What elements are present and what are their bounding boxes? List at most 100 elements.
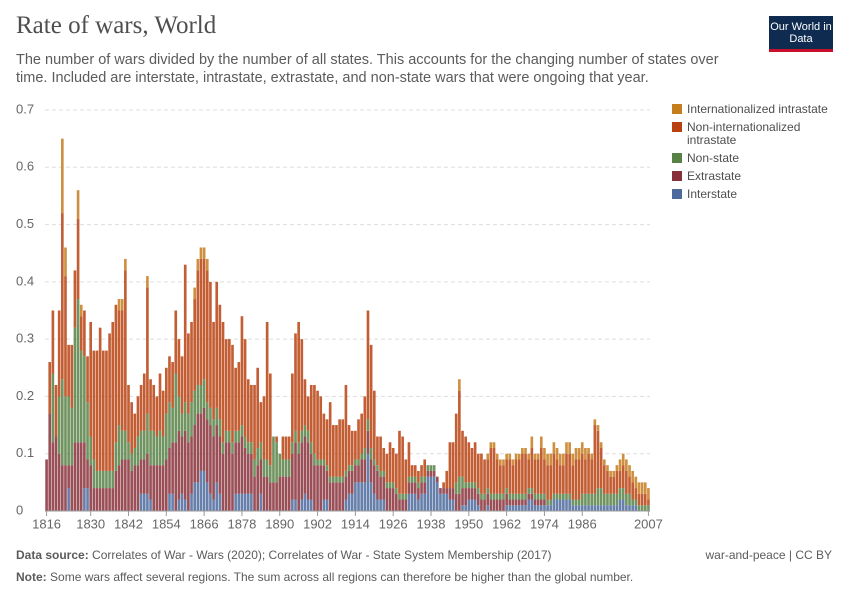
bar-segment — [552, 442, 556, 454]
bar-segment — [527, 459, 531, 489]
bar-segment — [139, 459, 143, 494]
bar-segment — [615, 470, 619, 494]
bar-segment — [70, 465, 74, 511]
bar-segment — [303, 379, 307, 426]
bar-segment — [120, 299, 124, 311]
bar-segment — [350, 430, 354, 466]
bar-segment — [331, 482, 335, 511]
bar-segment — [558, 493, 562, 500]
bar-segment — [133, 447, 137, 466]
logo[interactable]: Our World in Data — [769, 16, 833, 52]
bar-segment — [536, 459, 540, 494]
bar-segment — [146, 276, 149, 288]
bar-segment — [580, 505, 584, 511]
bar-segment — [130, 470, 133, 511]
legend-item[interactable]: Extrastate — [672, 170, 842, 183]
bar-segment — [347, 470, 351, 494]
bar-segment — [599, 447, 603, 489]
bar-segment — [609, 476, 612, 494]
bar-segment — [250, 384, 253, 443]
bar-segment — [565, 442, 568, 454]
bar-segment — [543, 447, 546, 460]
bar-segment — [480, 453, 483, 494]
bar-segment — [190, 436, 193, 494]
bar-segment — [139, 384, 143, 431]
bar-segment — [297, 321, 300, 443]
bar-segment — [98, 488, 102, 511]
bar-segment — [647, 499, 650, 506]
bar-segment — [297, 442, 300, 454]
x-tick-label: 1986 — [568, 516, 597, 531]
bar-segment — [546, 499, 549, 506]
bar-segment — [476, 505, 480, 511]
bar-segment — [161, 465, 165, 511]
bar-segment — [221, 321, 225, 443]
bar-segment — [508, 459, 512, 494]
source: Data source: Correlates of War - Wars (2… — [16, 548, 552, 562]
bar-segment — [215, 482, 219, 511]
bar-segment — [180, 413, 184, 437]
bar-segment — [467, 488, 471, 500]
bar-segment — [413, 476, 417, 483]
bar-segment — [442, 482, 445, 489]
bar-segment — [228, 339, 231, 431]
bar-segment — [505, 453, 508, 460]
bar-segment — [54, 436, 58, 511]
bar-segment — [489, 499, 493, 511]
bar-segment — [476, 453, 480, 489]
bar-segment — [407, 493, 411, 511]
bar-segment — [517, 459, 521, 494]
bar-segment — [492, 442, 496, 448]
bar-segment — [284, 459, 288, 477]
bar-segment — [344, 499, 348, 511]
bar-segment — [536, 505, 540, 511]
bar-segment — [319, 459, 323, 466]
legend-item[interactable]: Interstate — [672, 188, 842, 201]
bar-segment — [335, 476, 338, 483]
bar-segment — [338, 476, 341, 483]
bar-segment — [313, 453, 316, 466]
bar-segment — [558, 465, 562, 494]
bar-segment — [335, 482, 338, 511]
bar-segment — [533, 505, 537, 511]
bar-segment — [130, 402, 133, 454]
bar-segment — [161, 436, 165, 466]
y-tick-label: 0.7 — [16, 101, 34, 116]
license[interactable]: war-and-peace | CC BY — [705, 548, 832, 562]
bar-segment — [612, 470, 616, 477]
bar-segment — [363, 447, 367, 460]
bar-segment — [555, 499, 559, 511]
bar-segment — [552, 453, 556, 494]
bar-segment — [382, 499, 386, 511]
bar-segment — [511, 505, 515, 511]
bar-segment — [590, 459, 594, 494]
bar-segment — [530, 493, 534, 500]
legend-item[interactable]: Non-state — [672, 152, 842, 165]
bar-segment — [395, 493, 398, 511]
legend-item[interactable]: Non-internationalized intrastate — [672, 121, 842, 147]
bar-segment — [470, 447, 474, 483]
legend-swatch — [672, 122, 682, 132]
bar-segment — [643, 505, 647, 511]
bar-segment — [536, 493, 540, 500]
bar-segment — [246, 493, 250, 511]
bar-segment — [338, 419, 341, 477]
bar-segment — [92, 350, 96, 460]
bar-segment — [382, 470, 386, 477]
bar-segment — [45, 459, 48, 511]
legend-item[interactable]: Internationalized intrastate — [672, 103, 842, 116]
bar-segment — [101, 470, 105, 489]
bar-segment — [193, 425, 196, 483]
bar-segment — [205, 402, 209, 420]
bar-segment — [120, 310, 124, 431]
x-tick-label: 1926 — [379, 516, 408, 531]
bar-segment — [177, 396, 181, 431]
bar-segment — [48, 413, 52, 511]
bar-segment — [625, 505, 628, 511]
bar-segment — [539, 499, 543, 506]
bar-segment — [539, 505, 543, 511]
bar-segment — [275, 436, 278, 443]
bar-segment — [495, 453, 499, 460]
bar-segment — [272, 482, 275, 511]
bar-segment — [612, 476, 616, 494]
